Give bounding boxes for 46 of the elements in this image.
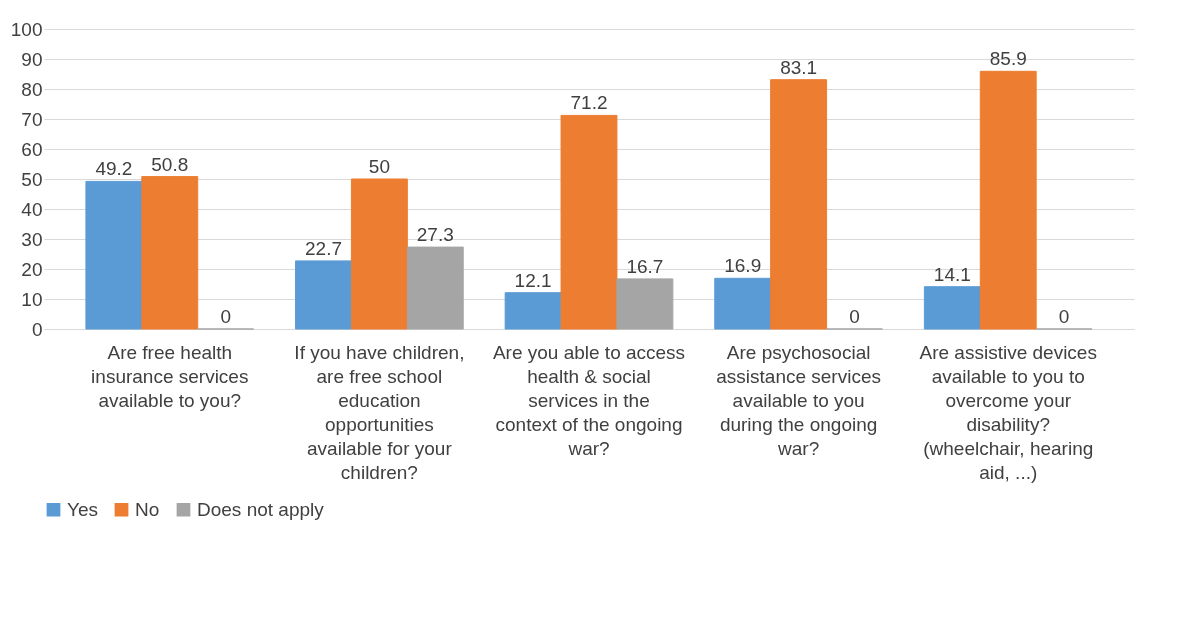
- data-label: 0: [220, 306, 231, 327]
- data-label: 85.9: [989, 48, 1027, 70]
- data-label: 27.3: [416, 224, 454, 246]
- x-tick-label: Are psychosocial assistance services available to you during the ongoing war?: [716, 341, 881, 459]
- bar: [141, 176, 199, 330]
- bar: [406, 246, 464, 330]
- y-tick-label: 70: [21, 108, 43, 130]
- y-tick-label: 20: [21, 258, 43, 280]
- bar: [923, 286, 981, 330]
- y-tick-label: 100: [10, 18, 43, 40]
- bar: [85, 180, 143, 330]
- data-label: 22.7: [304, 237, 342, 259]
- x-tick-label: Are you able to access health & social services in the context of the ongoing war?: [492, 341, 686, 459]
- bar: [504, 292, 562, 330]
- legend-label: No: [135, 498, 160, 520]
- bar: [560, 114, 618, 330]
- data-label: 16.7: [626, 255, 664, 277]
- legend-label: Does not apply: [197, 498, 325, 520]
- data-label: 83.1: [780, 56, 818, 78]
- data-label: 16.9: [724, 255, 762, 277]
- data-label: 49.2: [95, 158, 133, 180]
- data-label: 50: [368, 156, 390, 177]
- y-tick-label: 30: [21, 228, 43, 250]
- y-tick-label: 0: [31, 318, 43, 340]
- data-label: 0: [849, 306, 860, 327]
- y-tick-label: 40: [21, 198, 43, 220]
- x-tick-label: Are assistive devices available to you to overcome your disability? (wheelchair, hearing aid, ...): [919, 341, 1097, 483]
- x-tick-label: If you have children, are free school education opportunities available for your children?: [294, 341, 465, 483]
- x-tick-label: Are free health insurance services available to you?: [91, 341, 249, 411]
- data-label: 0: [1058, 306, 1070, 327]
- bar: [350, 178, 408, 330]
- data-label: 12.1: [514, 269, 552, 291]
- y-tick-label: 80: [21, 78, 43, 100]
- data-label: 71.2: [570, 92, 608, 114]
- bar: [616, 278, 674, 330]
- y-tick-label: 50: [21, 168, 43, 190]
- y-tick-label: 60: [21, 138, 43, 160]
- bar: [714, 277, 772, 330]
- bar: [770, 79, 828, 330]
- legend-label: Yes: [67, 498, 98, 520]
- data-label: 14.1: [933, 263, 971, 285]
- y-tick-label: 90: [21, 48, 43, 70]
- y-tick-label: 10: [21, 288, 43, 310]
- bar: [295, 260, 352, 330]
- data-label: 50.8: [151, 153, 189, 175]
- bar: [979, 70, 1037, 330]
